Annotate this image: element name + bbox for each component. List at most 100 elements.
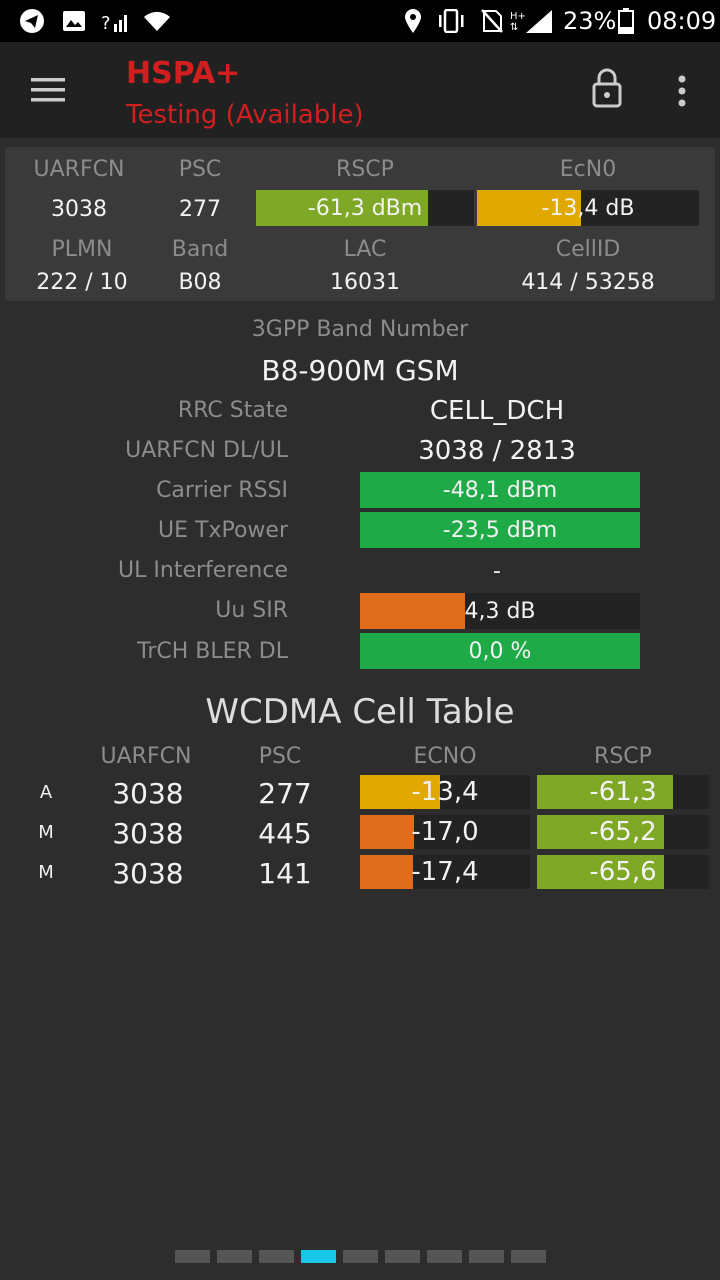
plmn-label: PLMN	[51, 237, 113, 262]
no-sim-icon	[478, 8, 506, 34]
cell-psc: 445	[258, 817, 312, 850]
lac-label: LAC	[343, 237, 387, 262]
ul-interference-value: -	[493, 559, 501, 584]
telegram-icon	[18, 8, 46, 34]
signal-unknown-icon: ?	[100, 8, 132, 34]
rrc-state-label: RRC State	[177, 398, 288, 423]
lock-icon[interactable]	[592, 68, 622, 108]
cellid-label: CellID	[555, 237, 621, 262]
cell-psc: 141	[258, 857, 312, 890]
menu-icon[interactable]	[30, 76, 66, 104]
col-header-ecno: ECNO	[413, 744, 477, 769]
page-dot[interactable]	[427, 1250, 462, 1263]
svg-text:?: ?	[101, 13, 111, 33]
cell-type: M	[38, 822, 54, 843]
uu-sir-bar-fill	[360, 593, 465, 629]
battery-percent: 23%	[563, 7, 617, 35]
hplus-signal-icon: H+ ⇅	[510, 8, 554, 34]
uarfcn-value: 3038	[51, 197, 107, 222]
uu-sir-value: 4,3 dB	[464, 598, 536, 624]
cell-summary-panel: UARFCN PSC RSCP EcN0 3038 277 -61,3 dBm …	[5, 147, 715, 301]
band-number-value: B8-900M GSM	[261, 354, 459, 387]
battery-icon	[616, 8, 636, 34]
rscp-value: -61,3 dBm	[307, 195, 423, 221]
carrier-rssi-label: Carrier RSSI	[156, 478, 288, 503]
carrier-rssi-value: -48,1 dBm	[442, 477, 558, 503]
lac-value: 16031	[330, 270, 400, 295]
ecn0-value: -13,4 dB	[541, 195, 635, 221]
cell-rscp-value: -65,6	[589, 857, 657, 887]
page-dot[interactable]	[511, 1250, 546, 1263]
col-header-rscp: RSCP	[594, 744, 652, 769]
plmn-value: 222 / 10	[36, 270, 128, 295]
cellid-value: 414 / 53258	[521, 270, 655, 295]
cell-type: M	[38, 862, 54, 883]
vibrate-icon	[434, 8, 468, 34]
cell-rscp-value: -61,3	[589, 777, 657, 807]
band-number-label: 3GPP Band Number	[251, 317, 469, 342]
page-dot[interactable]	[259, 1250, 294, 1263]
ue-txpower-label: UE TxPower	[158, 518, 288, 543]
ue-txpower-bar: -23,5 dBm	[360, 512, 640, 548]
cell-ecno-bar-fill	[360, 815, 415, 849]
cell-ecno-bar: -13,4	[360, 775, 530, 809]
page-dot[interactable]	[175, 1250, 210, 1263]
svg-text:⇅: ⇅	[510, 22, 518, 33]
cell-psc: 277	[258, 777, 312, 810]
cell-uarfcn: 3038	[112, 777, 184, 810]
cell-rscp-bar-fill	[537, 775, 673, 809]
rscp-label: RSCP	[336, 157, 394, 182]
uarfcn-dlul-value: 3038 / 2813	[418, 436, 576, 466]
ue-txpower-bar-fill	[360, 512, 640, 548]
page-dot[interactable]	[385, 1250, 420, 1263]
page-dot[interactable]	[343, 1250, 378, 1263]
uu-sir-label: Uu SIR	[215, 598, 288, 623]
psc-label: PSC	[178, 157, 222, 182]
ecn0-bar-fill	[477, 190, 582, 226]
rrc-state-value: CELL_DCH	[429, 396, 565, 426]
network-status-subtitle: Testing (Available)	[126, 100, 364, 130]
cell-rscp-bar-fill	[537, 855, 665, 889]
psc-value: 277	[179, 197, 221, 222]
uarfcn-label: UARFCN	[33, 157, 125, 182]
cell-rscp-bar: -61,3	[537, 775, 709, 809]
trch-bler-dl-label: TrCH BLER DL	[137, 639, 288, 664]
page-dot[interactable]	[301, 1250, 336, 1263]
band-label: Band	[171, 237, 229, 262]
cell-rscp-bar: -65,6	[537, 855, 709, 889]
cell-ecno-bar-fill	[360, 775, 440, 809]
col-header-uarfcn: UARFCN	[100, 744, 192, 769]
cell-ecno-value: -17,0	[411, 817, 479, 847]
cell-uarfcn: 3038	[112, 857, 184, 890]
page-dot[interactable]	[217, 1250, 252, 1263]
carrier-rssi-bar: -48,1 dBm	[360, 472, 640, 508]
ecn0-bar: -13,4 dB	[477, 190, 699, 226]
page-dot[interactable]	[469, 1250, 504, 1263]
more-vert-icon[interactable]	[674, 74, 690, 108]
network-type-title: HSPA+	[126, 56, 241, 91]
rscp-bar: -61,3 dBm	[256, 190, 474, 226]
col-header-psc: PSC	[258, 744, 302, 769]
rscp-bar-fill	[256, 190, 429, 226]
image-icon	[60, 8, 88, 34]
carrier-rssi-bar-fill	[360, 472, 640, 508]
cell-uarfcn: 3038	[112, 817, 184, 850]
trch-bler-dl-value: 0,0 %	[468, 638, 532, 664]
trch-bler-dl-bar-fill	[360, 633, 640, 669]
cell-rscp-value: -65,2	[589, 817, 657, 847]
uu-sir-bar: 4,3 dB	[360, 593, 640, 629]
ul-interference-label: UL Interference	[118, 558, 288, 583]
svg-text:H+: H+	[510, 11, 526, 22]
ue-txpower-value: -23,5 dBm	[442, 517, 558, 543]
cell-ecno-value: -17,4	[411, 857, 479, 887]
cell-rscp-bar-fill	[537, 815, 665, 849]
uarfcn-dlul-label: UARFCN DL/UL	[125, 438, 288, 463]
band-value: B08	[178, 270, 222, 295]
cell-table-title: WCDMA Cell Table	[205, 692, 515, 732]
wifi-icon	[142, 8, 172, 34]
cell-ecno-bar: -17,4	[360, 855, 530, 889]
cell-type: A	[39, 782, 53, 803]
ecn0-label: EcN0	[559, 157, 617, 182]
app-toolbar: HSPA+ Testing (Available)	[0, 42, 720, 138]
cell-rscp-bar: -65,2	[537, 815, 709, 849]
